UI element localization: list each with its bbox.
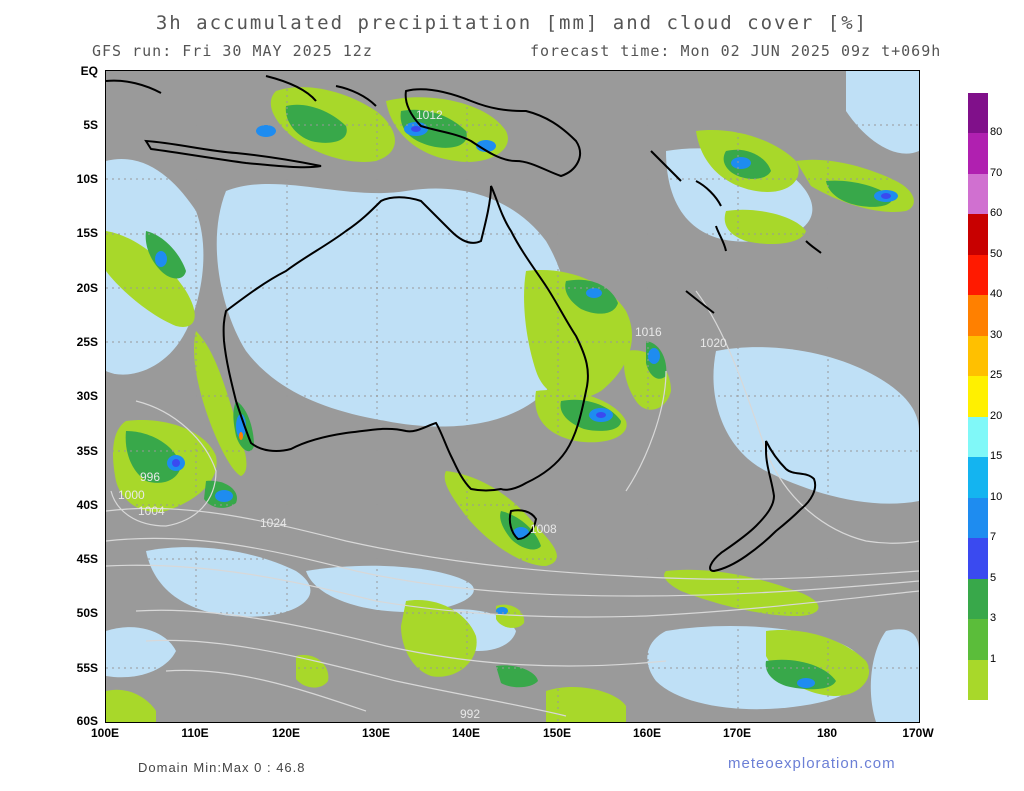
lat-label: 15S: [76, 226, 98, 240]
legend-level-label: 7: [990, 531, 997, 544]
new-guinea-coastline: [404, 88, 581, 178]
legend-swatch: [968, 173, 988, 215]
legend-swatch: [968, 295, 988, 337]
new-zealand-coastline: [709, 440, 817, 573]
domain-min-max: Domain Min:Max 0 : 46.8: [138, 760, 306, 775]
legend-swatch: [968, 659, 988, 701]
isobar-label: 1024: [260, 516, 287, 530]
indonesia-coastline: [106, 75, 377, 107]
legend-swatch: [968, 457, 988, 499]
pacific-islands: [650, 150, 822, 314]
legend-level-label: 80: [990, 126, 1003, 139]
lat-label: 30S: [76, 389, 98, 403]
australia-coastline: [222, 185, 589, 492]
legend-level-label: 70: [990, 166, 1003, 179]
lon-label: 120E: [271, 726, 301, 740]
lat-label: 25S: [76, 335, 98, 349]
legend-level-label: 1: [990, 652, 997, 665]
isobar-label: 1008: [530, 522, 557, 536]
legend-level-label: 60: [990, 207, 1003, 220]
isobar-label: 1004: [138, 504, 165, 518]
legend-swatch: [968, 214, 988, 256]
legend-swatch: [968, 578, 988, 620]
legend-swatch: [968, 376, 988, 418]
legend-level-label: 40: [990, 288, 1003, 301]
lon-label: 100E: [90, 726, 120, 740]
lon-label: 180: [816, 726, 838, 740]
legend-level-label: 10: [990, 490, 1003, 503]
isobar-label: 1020: [700, 336, 727, 350]
lat-label: 35S: [76, 444, 98, 458]
lat-label: EQ: [80, 64, 98, 78]
legend-swatch: [968, 93, 988, 134]
credit-link[interactable]: meteoexploration.com: [728, 755, 896, 772]
lat-label: 55S: [76, 661, 98, 675]
legend-swatch: [968, 416, 988, 458]
legend-swatch: [968, 497, 988, 539]
lat-label: 5S: [83, 118, 98, 132]
lat-label: 10S: [76, 172, 98, 186]
lon-label: 170W: [902, 726, 934, 740]
legend-swatch: [968, 335, 988, 377]
tasmania-coastline: [508, 509, 538, 541]
lat-label: 60S: [76, 714, 98, 728]
lon-label: 170E: [722, 726, 752, 740]
legend-level-label: 30: [990, 328, 1003, 341]
legend-swatch: [968, 538, 988, 580]
isobar-label: 1000: [118, 488, 145, 502]
legend-swatch: [968, 254, 988, 296]
legend-swatch: [968, 133, 988, 175]
lat-label: 45S: [76, 552, 98, 566]
legend-swatch: [968, 619, 988, 661]
lat-label: 50S: [76, 606, 98, 620]
lon-label: 150E: [542, 726, 572, 740]
precipitation-map: [105, 70, 920, 723]
legend-level-label: 15: [990, 450, 1003, 463]
isobar-label: 992: [460, 707, 481, 721]
lat-label: 40S: [76, 498, 98, 512]
lon-label: 160E: [632, 726, 662, 740]
forecast-time-label: forecast time: Mon 02 JUN 2025 09z t+069…: [530, 42, 942, 60]
legend-level-label: 5: [990, 571, 997, 584]
legend-level-label: 25: [990, 369, 1003, 382]
map-title: 3h accumulated precipitation [mm] and cl…: [155, 12, 869, 34]
isobar-label: 1016: [635, 325, 662, 339]
isobar-label: 996: [140, 470, 161, 484]
lat-label: 20S: [76, 281, 98, 295]
lon-label: 110E: [181, 726, 209, 740]
legend-level-label: 20: [990, 409, 1003, 422]
precip-intense-cores: [172, 126, 891, 467]
legend-level-label: 3: [990, 612, 997, 625]
lon-label: 130E: [361, 726, 391, 740]
model-run-label: GFS run: Fri 30 MAY 2025 12z: [92, 42, 373, 60]
isobar-label: 1012: [416, 108, 443, 122]
lon-label: 140E: [451, 726, 481, 740]
legend-level-label: 50: [990, 247, 1003, 260]
isobar-lines: [106, 290, 919, 717]
lat-lon-grid: [106, 71, 919, 722]
timor-coastline: [144, 139, 322, 169]
precip-legend: [968, 93, 988, 701]
